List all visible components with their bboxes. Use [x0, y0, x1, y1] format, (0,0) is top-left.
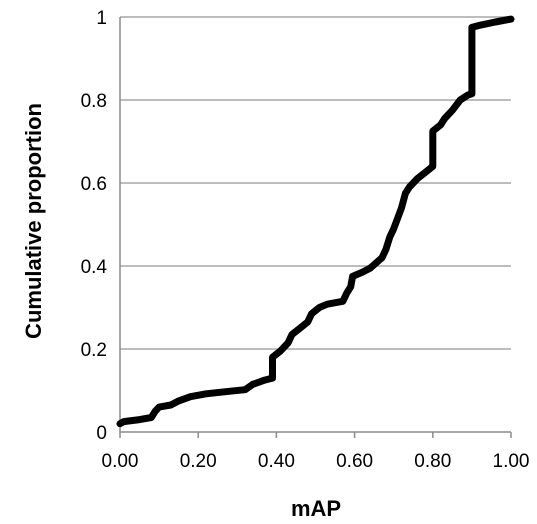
series-layer [116, 15, 515, 428]
cdf-series-line [116, 15, 515, 428]
y-tick-labels: 0 0.2 0.4 0.6 0.8 1 [81, 8, 108, 444]
x-tick-label: 0.20 [180, 451, 217, 472]
y-tick-label: 0.6 [81, 174, 107, 195]
y-tick-label: 0.4 [81, 257, 108, 278]
x-tick-labels: 0.00 0.20 0.40 0.60 0.80 1.00 [102, 451, 530, 472]
axes [119, 17, 512, 438]
y-axis-title: Cumulative proportion [21, 103, 46, 339]
x-tick-label: 0.60 [336, 451, 373, 472]
x-tick-label: 0.40 [258, 451, 295, 472]
x-axis-title: mAP [291, 496, 341, 521]
gridlines [120, 16, 511, 350]
y-tick-label: 0.2 [81, 340, 107, 361]
y-tick-label: 1 [96, 8, 107, 29]
x-tick-label: 0.00 [102, 451, 139, 472]
y-tick-label: 0.8 [81, 91, 107, 112]
y-tick-label: 0 [96, 423, 107, 444]
x-tick-label: 0.80 [414, 451, 451, 472]
x-tick-label: 1.00 [493, 451, 530, 472]
